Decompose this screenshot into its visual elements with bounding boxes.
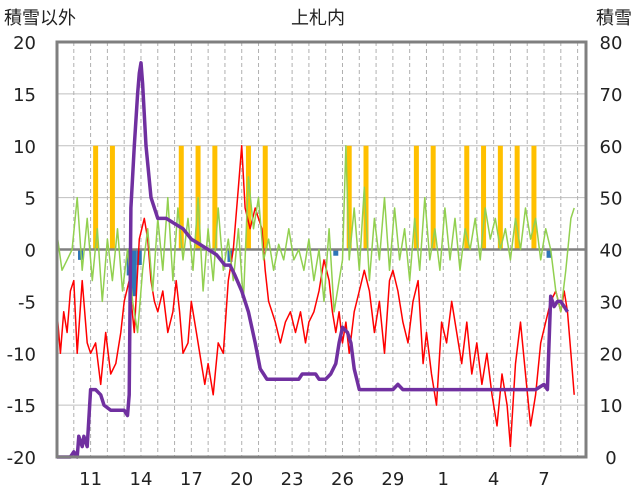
snowmelt-bar — [333, 249, 339, 256]
x-tick-label: 1 — [438, 469, 449, 490]
chart-title: 上札内 — [291, 8, 345, 29]
left-y-tick-label: 20 — [13, 33, 36, 54]
precipitation-bar — [212, 145, 218, 250]
precipitation-bar — [109, 145, 115, 250]
x-tick-label: 4 — [488, 469, 499, 490]
precipitation-bar — [430, 145, 436, 250]
precipitation-bar — [93, 145, 99, 250]
left-axis-label: 積雪以外 — [4, 8, 76, 29]
x-tick-label: 23 — [281, 469, 304, 490]
snowmelt-bar — [136, 249, 142, 266]
left-y-tick-label: 5 — [25, 189, 36, 210]
x-tick-label: 26 — [331, 469, 354, 490]
right-axis-label: 積雪 — [596, 8, 632, 29]
precipitation-bar — [481, 145, 487, 250]
right-y-tick-label: 10 — [600, 396, 623, 417]
precipitation-bar — [245, 145, 251, 250]
precipitation-bar — [178, 145, 184, 250]
right-y-tick-label: 0 — [605, 448, 616, 469]
precipitation-bar — [531, 145, 537, 250]
right-y-tick-label: 30 — [600, 292, 623, 313]
x-tick-label: 11 — [79, 469, 102, 490]
precipitation-bar — [262, 145, 268, 250]
right-y-tick-label: 50 — [600, 189, 623, 210]
precipitation-bar — [464, 145, 470, 250]
left-y-tick-label: -20 — [7, 448, 36, 469]
snowmelt-bar — [131, 249, 137, 297]
left-y-tick-label: 0 — [25, 241, 36, 262]
snow_depth-line — [57, 61, 569, 459]
left-y-tick-label: -10 — [7, 344, 36, 365]
x-tick-label: 29 — [381, 469, 404, 490]
right-y-tick-label: 60 — [600, 137, 623, 158]
snowmelt-bar — [546, 249, 552, 258]
x-tick-label: 14 — [130, 469, 153, 490]
precipitation-bar — [363, 145, 369, 250]
precipitation-bar — [497, 145, 503, 250]
right-y-tick-label: 70 — [600, 85, 623, 106]
x-tick-label: 20 — [230, 469, 253, 490]
right-y-tick-label: 20 — [600, 344, 623, 365]
left-y-tick-label: 15 — [13, 85, 36, 106]
temperature-line — [56, 145, 575, 448]
right-y-tick-label: 40 — [600, 241, 623, 262]
precipitation-bar — [346, 145, 352, 250]
x-tick-label: 17 — [180, 469, 203, 490]
other-line — [56, 145, 575, 334]
left-y-tick-label: -15 — [7, 396, 36, 417]
left-y-tick-label: -5 — [18, 292, 36, 313]
x-tick-label: 7 — [538, 469, 549, 490]
precipitation-bar — [514, 145, 520, 250]
line-series — [56, 61, 575, 459]
plot-frame — [55, 40, 588, 459]
right-y-tick-label: 80 — [600, 33, 623, 54]
left-y-tick-label: 10 — [13, 137, 36, 158]
precipitation-bar — [413, 145, 419, 250]
